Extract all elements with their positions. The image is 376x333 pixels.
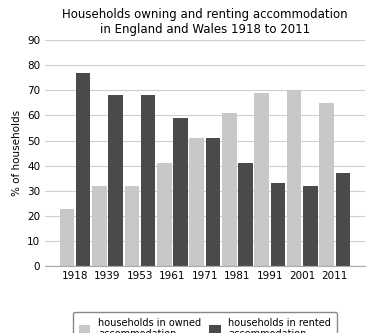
Bar [287,90,302,266]
Bar [255,93,269,266]
Bar [222,113,237,266]
Bar [124,186,139,266]
Bar [76,73,91,266]
Bar [173,118,188,266]
Bar [303,186,318,266]
Bar [206,138,220,266]
Bar [271,183,285,266]
Bar [190,138,204,266]
Y-axis label: % of households: % of households [12,110,21,196]
Bar [238,163,253,266]
Bar [92,186,107,266]
Legend: households in owned
accommodation, households in rented
accommodation: households in owned accommodation, house… [73,312,337,333]
Bar [336,173,350,266]
Bar [157,163,172,266]
Bar [60,208,74,266]
Title: Households owning and renting accommodation
in England and Wales 1918 to 2011: Households owning and renting accommodat… [62,8,348,36]
Bar [141,95,155,266]
Bar [319,103,334,266]
Bar [108,95,123,266]
